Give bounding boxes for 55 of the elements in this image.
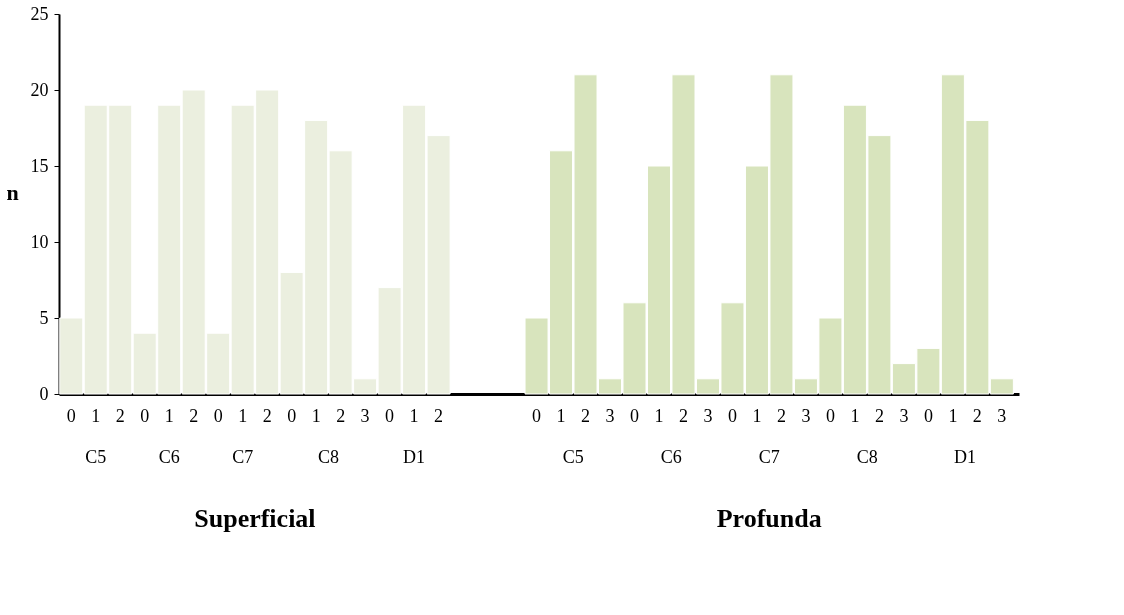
x-tick-label: 0 bbox=[385, 406, 395, 426]
x-tick-label: 2 bbox=[972, 406, 982, 426]
x-tick-label: 2 bbox=[262, 406, 272, 426]
text: C5 bbox=[562, 447, 584, 467]
x-tick-label: 1 bbox=[164, 406, 174, 426]
x-tick-label: 3 bbox=[703, 406, 713, 426]
y-tick-label: 5 bbox=[39, 307, 49, 328]
text: C7 bbox=[232, 447, 254, 467]
x-tick-label: 2 bbox=[115, 406, 125, 426]
x-tick-label: 2 bbox=[874, 406, 884, 426]
x-tick-label: 0 bbox=[66, 406, 76, 426]
x-tick-label: 0 bbox=[532, 406, 542, 426]
x-tick-label: 3 bbox=[360, 406, 370, 426]
y-tick-label: 15 bbox=[30, 155, 49, 176]
x-tick-label: 1 bbox=[948, 406, 958, 426]
text: C8 bbox=[856, 447, 878, 467]
y-tick-label: 0 bbox=[39, 383, 49, 404]
y-tick-label: 20 bbox=[30, 79, 49, 100]
text: C5 bbox=[85, 447, 107, 467]
text: C8 bbox=[317, 447, 339, 467]
x-tick-label: 2 bbox=[434, 406, 444, 426]
text: Profunda bbox=[716, 504, 822, 533]
x-tick-label: 1 bbox=[654, 406, 664, 426]
text: C6 bbox=[158, 447, 180, 467]
x-tick-label: 1 bbox=[238, 406, 248, 426]
x-tick-label: 2 bbox=[776, 406, 786, 426]
x-tick-label: 1 bbox=[556, 406, 566, 426]
x-tick-label: 2 bbox=[678, 406, 688, 426]
x-tick-label: 3 bbox=[997, 406, 1007, 426]
text: Superficial bbox=[194, 504, 316, 533]
y-tick-label: 10 bbox=[30, 231, 49, 252]
x-tick-label: 1 bbox=[409, 406, 419, 426]
x-tick-label: 1 bbox=[850, 406, 860, 426]
x-tick-label: 0 bbox=[923, 406, 933, 426]
x-tick-label: 0 bbox=[213, 406, 223, 426]
x-tick-label: 0 bbox=[727, 406, 737, 426]
x-tick-label: 1 bbox=[311, 406, 321, 426]
x-tick-label: 0 bbox=[825, 406, 835, 426]
x-tick-label: 1 bbox=[91, 406, 101, 426]
text: C7 bbox=[758, 447, 780, 467]
text: D1 bbox=[954, 447, 977, 467]
x-tick-label: 0 bbox=[140, 406, 150, 426]
text: C6 bbox=[660, 447, 682, 467]
x-tick-label: 2 bbox=[336, 406, 346, 426]
x-tick-label: 0 bbox=[630, 406, 640, 426]
x-tick-label: 3 bbox=[899, 406, 909, 426]
y-tick-label: 25 bbox=[30, 3, 49, 24]
text: D1 bbox=[403, 447, 426, 467]
x-tick-label: 0 bbox=[287, 406, 297, 426]
x-tick-label: 1 bbox=[752, 406, 762, 426]
x-tick-label: 3 bbox=[801, 406, 811, 426]
y-axis-title: n bbox=[6, 179, 19, 205]
x-tick-label: 2 bbox=[581, 406, 591, 426]
x-tick-label: 2 bbox=[189, 406, 199, 426]
x-tick-label: 3 bbox=[605, 406, 615, 426]
